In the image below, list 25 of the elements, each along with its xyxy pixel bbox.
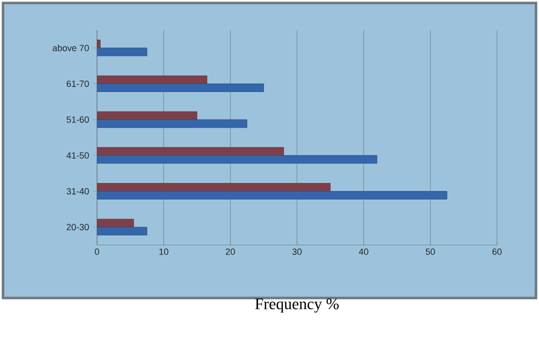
bar xyxy=(97,218,134,228)
bar xyxy=(97,111,198,120)
bar xyxy=(97,48,148,56)
y-tick-label: above 70 xyxy=(52,44,89,52)
x-tick-label: 60 xyxy=(492,248,502,255)
x-tick-label: 30 xyxy=(292,248,302,255)
bar xyxy=(97,76,208,84)
y-tick-label: 41-50 xyxy=(66,152,89,159)
bar xyxy=(97,155,378,164)
bar xyxy=(97,183,331,192)
y-tick-label: 20-30 xyxy=(66,224,89,230)
x-tick-label: 20 xyxy=(226,248,235,255)
x-tick-label: 0 xyxy=(94,248,100,255)
x-tick-label: 40 xyxy=(358,248,368,255)
x-axis-title: Frequency % xyxy=(255,298,339,313)
bar xyxy=(97,147,284,156)
y-tick-label: 51-60 xyxy=(66,116,89,123)
bar xyxy=(97,226,148,236)
y-tick-label: 61-70 xyxy=(66,80,89,87)
y-tick-label: 31-40 xyxy=(66,188,89,194)
bar xyxy=(97,119,248,128)
bar xyxy=(97,84,264,92)
bar xyxy=(97,191,448,200)
x-tick-label: 10 xyxy=(159,248,168,255)
x-tick-label: 50 xyxy=(426,248,435,255)
